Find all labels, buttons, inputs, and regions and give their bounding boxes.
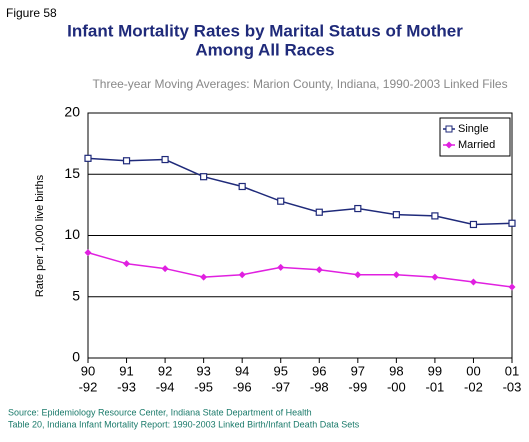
marker	[354, 204, 362, 213]
source: Source: Epidemiology Resource Center, In…	[8, 407, 312, 417]
chart-title: Among All Races	[195, 40, 334, 59]
marker	[431, 212, 439, 220]
marker	[508, 219, 516, 227]
marker	[122, 157, 131, 165]
marker	[84, 249, 92, 257]
marker	[315, 208, 323, 216]
x-tick-label: 01	[505, 363, 519, 378]
legend-label: Married	[458, 139, 495, 151]
y-tick-label: 0	[72, 349, 80, 365]
x-tick-label: -94	[156, 379, 175, 394]
x-tick-label: -01	[426, 379, 445, 394]
x-tick-label: -95	[194, 379, 213, 394]
x-tick-label: -98	[310, 379, 329, 394]
x-tick-label: 97	[351, 363, 365, 378]
x-tick-label: 00	[466, 363, 480, 378]
x-tick-label: 90	[81, 363, 95, 378]
x-tick-label: 99	[428, 363, 442, 378]
marker	[238, 271, 246, 279]
x-tick-label: 94	[235, 363, 249, 378]
y-tick-label: 15	[64, 165, 80, 181]
x-tick-label: 92	[158, 363, 172, 378]
marker	[238, 182, 246, 191]
marker	[277, 197, 285, 205]
x-tick-label: 95	[273, 363, 287, 378]
x-tick-label: -99	[348, 379, 367, 394]
x-tick-label: 93	[196, 363, 210, 378]
x-tick-label: 91	[119, 363, 133, 378]
marker	[84, 154, 92, 162]
series-line	[87, 157, 513, 226]
y-tick-label: 5	[72, 287, 80, 303]
x-tick-label: -96	[233, 379, 252, 394]
x-tick-label: -03	[503, 379, 522, 394]
x-tick-label: -00	[387, 379, 406, 394]
x-tick-label: 98	[389, 363, 403, 378]
marker	[431, 273, 439, 281]
legend-marker	[445, 125, 453, 133]
marker	[277, 263, 285, 271]
x-tick-label: -92	[79, 379, 98, 394]
legend-box	[439, 117, 511, 157]
y-tick-label: 20	[64, 104, 80, 120]
legend-marker	[445, 141, 453, 149]
marker	[200, 173, 208, 181]
source: Table 20, Indiana Infant Mortality Repor…	[8, 419, 360, 429]
plot-frame	[87, 112, 513, 359]
marker	[354, 271, 362, 279]
marker	[469, 278, 477, 286]
y-tick-label: 10	[64, 226, 80, 242]
marker	[392, 271, 400, 279]
marker	[469, 220, 478, 229]
marker	[508, 283, 516, 291]
marker	[315, 266, 323, 274]
marker	[161, 265, 169, 273]
x-tick-label: 96	[312, 363, 326, 378]
x-tick-label: -02	[464, 379, 483, 394]
series-line	[87, 251, 513, 288]
marker	[161, 155, 169, 164]
y-axis-label: Rate per 1,000 live births	[34, 174, 46, 297]
subtitle: Three-year Moving Averages: Marion Count…	[92, 77, 507, 91]
chart-title: Infant Mortality Rates by Marital Status…	[67, 21, 463, 40]
marker	[200, 273, 208, 281]
x-tick-label: -93	[117, 379, 136, 394]
legend-label: Single	[458, 123, 489, 135]
marker	[123, 260, 131, 268]
x-tick-label: -97	[271, 379, 290, 394]
marker	[392, 211, 400, 219]
figure-label: Figure 58	[6, 6, 57, 20]
